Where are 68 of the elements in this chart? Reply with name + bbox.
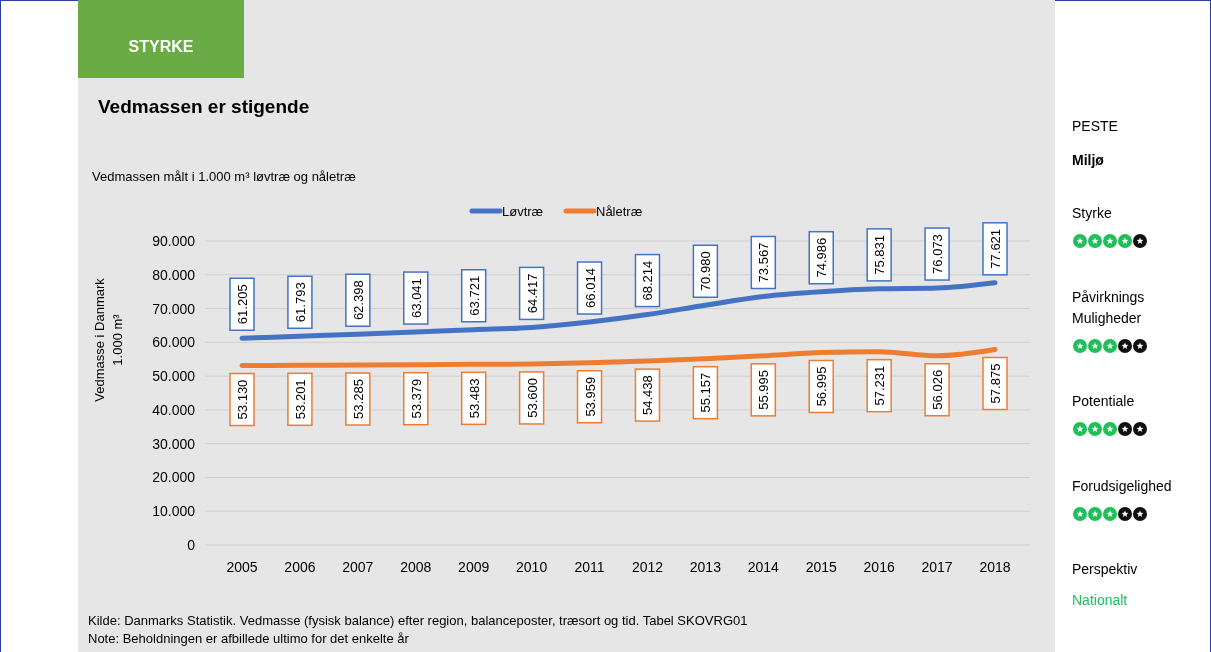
x-tick-label: 2011 [574,559,605,575]
y-tick-label: 80.000 [152,266,196,283]
data-label: 61.793 [292,282,308,323]
data-label: 66.014 [582,268,598,308]
y-tick-label: 60.000 [152,334,196,351]
chart-subtitle: Vedmassen målt i 1.000 m³ løvtræ og nåletræ [92,169,356,184]
data-label: 74.986 [814,237,830,278]
x-tick-label: 2012 [631,559,664,575]
data-label: 53.483 [466,378,482,419]
y-tick-label: 20.000 [152,469,196,486]
text: Påvirknings Muligheder [1072,289,1145,326]
y-tick-label: 40.000 [152,401,196,418]
y-tick-label: 70.000 [152,300,196,317]
text: STYRKE [128,38,194,55]
data-label: 57.231 [872,365,888,406]
text: Forudsigelighed [1072,478,1172,494]
data-label: 56.026 [930,369,946,410]
x-tick-label: 2016 [863,559,895,575]
data-label: 56.995 [814,366,830,407]
text: Perspektiv [1072,561,1138,577]
data-label: 73.567 [756,242,772,283]
x-tick-label: 2013 [689,559,722,575]
data-label: 64.417 [524,273,540,314]
x-tick-label: 2018 [979,559,1011,575]
data-label: 63.041 [408,278,424,318]
data-label: 55.157 [698,372,714,413]
data-label: 70.980 [698,251,714,292]
text: Miljø [1072,152,1105,168]
x-tick-label: 2009 [458,559,490,575]
data-label: 53.959 [582,376,598,417]
data-label: 53.130 [235,379,250,420]
data-label: 62.398 [350,280,366,321]
x-tick-label: 2005 [226,559,258,575]
text: Potentiale [1072,393,1135,409]
chart-title: Vedmassen er stigende [98,96,310,117]
text: PESTE [1072,118,1118,134]
data-label: 57.875 [988,363,1003,404]
x-tick-label: 2014 [747,559,780,575]
data-label: 53.285 [350,379,366,419]
x-tick-label: 2010 [516,559,548,575]
y-tick-label: 90.000 [152,233,196,249]
y-tick-label: 0 [187,537,196,553]
text: Styrke [1072,205,1112,221]
text: Note: Beholdningen er afbillede ultimo for det enkelte år [88,631,410,646]
y-tick-label: 10.000 [152,503,196,520]
data-label: 55.995 [756,369,772,410]
data-label: 53.379 [408,378,424,419]
text: Kilde: Danmarks Statistik. Vedmasse (fysisk balance) efter region, balanceposter, træsort og tid. Tabel SKOVRG01 [88,613,748,628]
text: Nationalt [1072,592,1128,608]
y-tick-label: 30.000 [152,435,196,452]
x-tick-label: 2006 [284,559,316,575]
data-label: 54.438 [640,375,656,415]
y-axis-title: Vedmasse i Danmark 1.000 m³ [92,277,125,402]
data-label: 61.205 [235,284,250,325]
x-tick-label: 2008 [400,559,432,575]
x-tick-label: 2015 [805,559,838,575]
x-tick-label: 2007 [342,559,374,575]
data-label: 53.201 [292,379,308,420]
x-tick-label: 2017 [921,559,953,575]
data-label: 63.721 [466,275,482,316]
y-tick-label: 50.000 [152,368,196,385]
data-label: 68.214 [640,260,656,301]
data-label: 76.073 [930,234,946,274]
legend-label: Nåletræ [596,204,643,219]
data-label: 75.831 [872,234,888,275]
data-label: 53.600 [524,378,540,418]
data-label: 77.621 [988,228,1003,269]
legend-label: Løvtræ [502,204,544,219]
